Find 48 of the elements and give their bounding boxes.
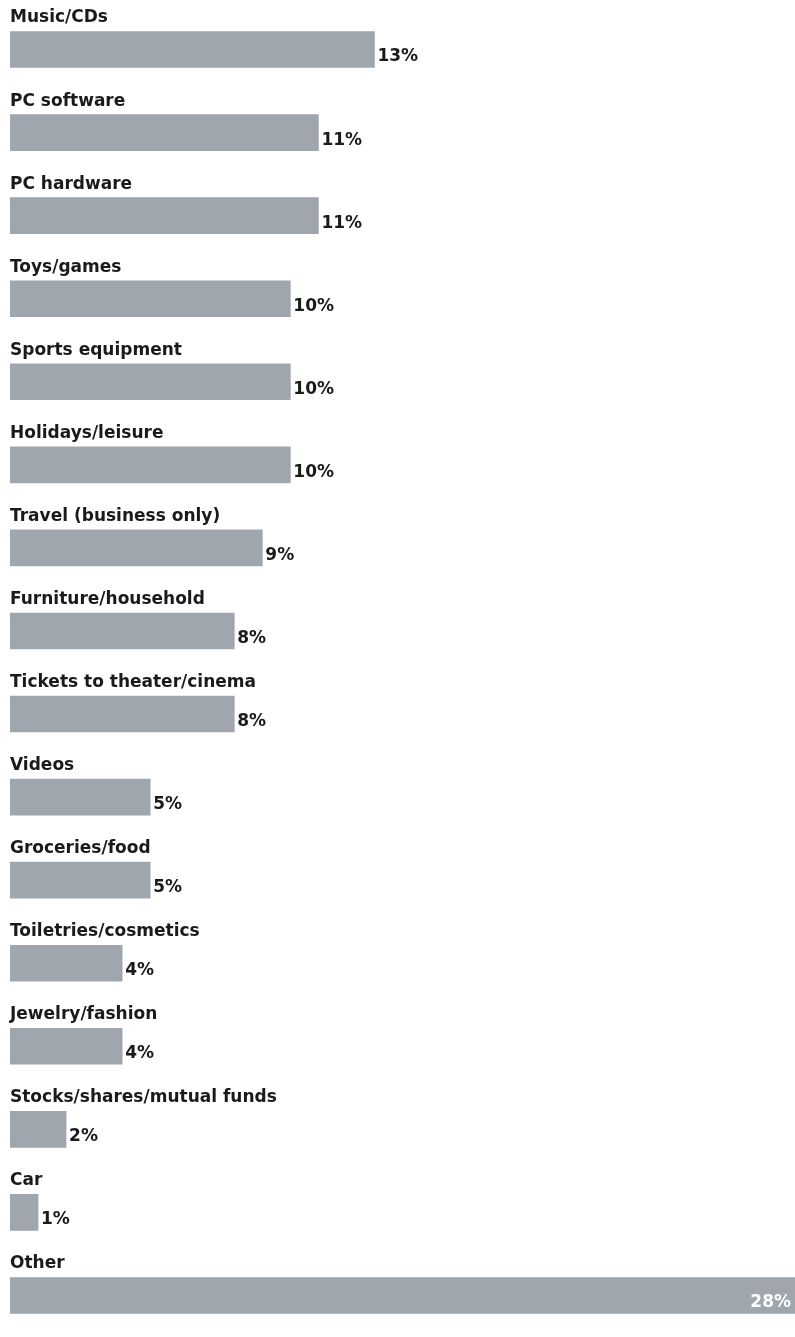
bar bbox=[10, 1194, 39, 1231]
bar bbox=[10, 861, 151, 899]
bar bbox=[10, 529, 263, 567]
data-label: 9% bbox=[265, 543, 295, 564]
data-label: 8% bbox=[237, 626, 267, 647]
y-tick-label: Music/CDs bbox=[10, 6, 108, 27]
y-tick-label: Furniture/household bbox=[10, 587, 205, 608]
data-label: 28% bbox=[750, 1291, 791, 1312]
bar bbox=[10, 1111, 67, 1148]
bar bbox=[10, 280, 291, 318]
y-tick-label: Sports equipment bbox=[10, 338, 182, 359]
y-tick-label: Groceries/food bbox=[10, 837, 151, 858]
data-label: 5% bbox=[153, 876, 183, 897]
data-label: 4% bbox=[125, 1042, 155, 1063]
bar bbox=[10, 31, 375, 68]
data-label: 2% bbox=[69, 1125, 98, 1146]
y-tick-label: Jewelry/fashion bbox=[9, 1003, 158, 1024]
y-tick-label: Videos bbox=[10, 754, 75, 775]
data-label: 11% bbox=[321, 128, 363, 149]
data-label: 1% bbox=[41, 1208, 70, 1229]
bar bbox=[10, 612, 235, 650]
bar bbox=[10, 197, 319, 234]
data-label: 10% bbox=[293, 294, 335, 315]
y-tick-label: Other bbox=[10, 1252, 66, 1273]
data-label: 11% bbox=[321, 211, 363, 232]
y-tick-label: Toys/games bbox=[10, 255, 122, 276]
data-label: 10% bbox=[293, 377, 335, 398]
data-label: 10% bbox=[293, 460, 335, 481]
y-tick-label: Stocks/shares/mutual funds bbox=[10, 1086, 277, 1107]
y-tick-label: Travel (business only) bbox=[10, 504, 221, 525]
y-tick-label: Car bbox=[10, 1169, 43, 1190]
y-tick-label: Holidays/leisure bbox=[10, 421, 164, 442]
y-tick-label: Tickets to theater/cinema bbox=[10, 670, 256, 691]
bar bbox=[10, 363, 291, 401]
bar bbox=[10, 446, 291, 484]
bar bbox=[10, 1027, 123, 1065]
data-label: 5% bbox=[153, 793, 183, 814]
bar bbox=[10, 695, 235, 733]
data-label: 4% bbox=[125, 959, 155, 980]
bar bbox=[10, 778, 151, 816]
data-label: 8% bbox=[237, 709, 267, 730]
bar bbox=[10, 944, 123, 982]
y-tick-label: PC hardware bbox=[10, 172, 133, 193]
y-tick-label: PC software bbox=[10, 89, 126, 110]
data-label: 13% bbox=[377, 45, 419, 66]
bar bbox=[10, 1277, 795, 1314]
bar bbox=[10, 114, 319, 151]
y-tick-label: Toiletries/cosmetics bbox=[10, 920, 200, 941]
